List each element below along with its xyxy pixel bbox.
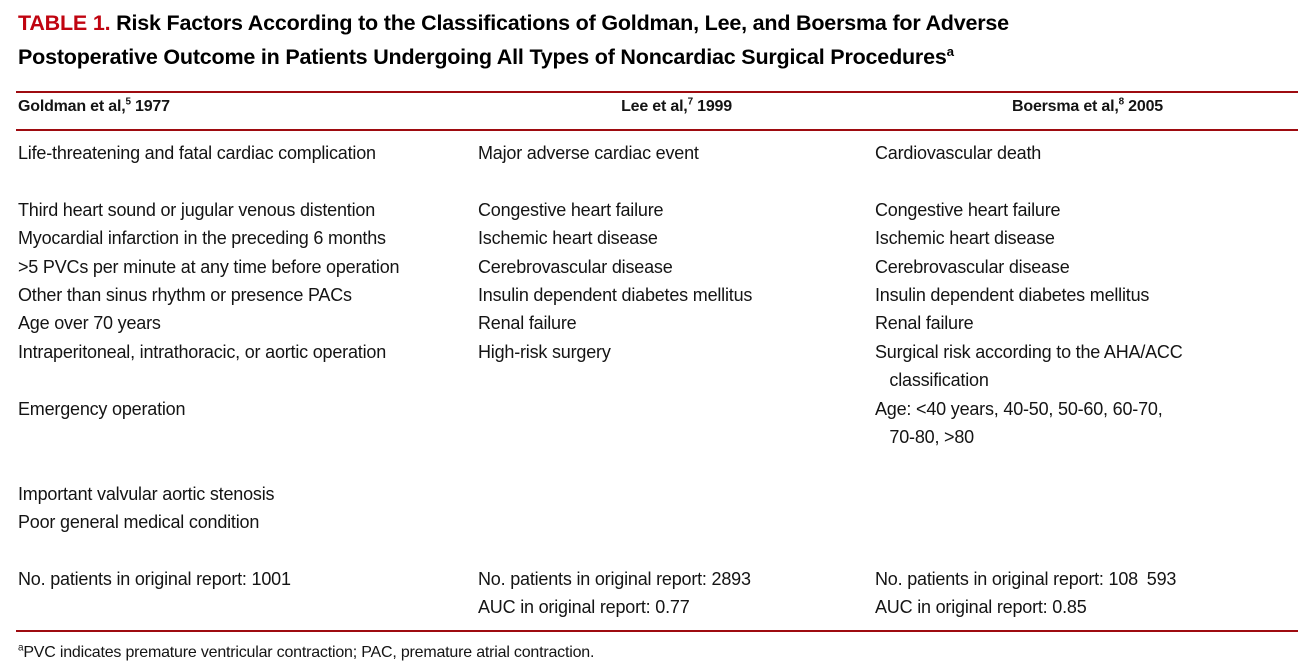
table-cell: Renal failure [478, 313, 577, 334]
table-cell: AUC in original report: 0.77 [478, 597, 690, 618]
table-cell: Cardiovascular death [875, 143, 1042, 163]
header-goldman-year: 1977 [130, 98, 170, 115]
table-cell: Age: <40 years, 40-50, 50-60, 60-70, [875, 398, 1163, 419]
header-goldman-name: Goldman et al, [18, 98, 126, 115]
footnote-text: PVC indicates premature ventricular cont… [23, 644, 595, 661]
header-rule [16, 129, 1298, 131]
table-title: TABLE 1. Risk Factors According to the C… [18, 6, 1009, 74]
table-cell: High-risk surgery [478, 341, 611, 362]
table-cell [18, 536, 478, 564]
table-cell: Intraperitoneal, intrathoracic, or aorti… [18, 341, 387, 362]
table-footnote: aPVC indicates premature ventricular con… [18, 642, 594, 664]
table-cell: Surgical risk according to the AHA/ACC [875, 341, 1183, 362]
table-cell: Major adverse cardiac event [478, 143, 699, 163]
table-cell: Emergency operation [18, 398, 186, 419]
table-cell: Cerebrovascular disease [875, 256, 1070, 277]
table-cell [478, 423, 875, 451]
title-line2: Postoperative Outcome in Patients Underg… [18, 45, 947, 69]
footnote-rule [16, 630, 1298, 632]
table-cell [18, 423, 478, 451]
header-lee-name: Lee et al, [621, 98, 688, 115]
table-cell: Ischemic heart disease [875, 228, 1055, 249]
table-cell [478, 536, 875, 564]
header-goldman-ref: 5 [125, 96, 131, 108]
footnote-superscript: a [18, 642, 24, 654]
table-cell: No. patients in original report: 108 593 [875, 568, 1177, 589]
table-cell [478, 508, 875, 536]
table-cell [478, 451, 875, 479]
header-boersma-year: 2005 [1123, 98, 1163, 115]
table-cell [478, 167, 875, 195]
table-cell [18, 366, 478, 394]
column-header-lee: Lee et al,7 1999 [478, 97, 875, 117]
table-cell: AUC in original report: 0.85 [875, 597, 1087, 618]
table-cell [875, 167, 1300, 195]
title-superscript: a [946, 43, 954, 59]
table-cell [875, 480, 1300, 508]
table-body: Life-threatening and fatal cardiac compl… [18, 139, 1300, 622]
table-cell: No. patients in original report: 2893 [478, 568, 751, 589]
table-cell [478, 480, 875, 508]
table-cell [478, 366, 875, 394]
table-cell: Insulin dependent diabetes mellitus [478, 284, 753, 305]
table-cell: Ischemic heart disease [478, 228, 658, 249]
table-cell: Congestive heart failure [478, 199, 664, 220]
table-cell: Life-threatening and fatal cardiac compl… [18, 143, 376, 163]
header-boersma-name: Boersma et al, [1012, 98, 1119, 115]
table-cell: Myocardial infarction in the preceding 6… [18, 228, 386, 249]
title-line1: Risk Factors According to the Classifica… [110, 11, 1009, 35]
table-cell [875, 536, 1300, 564]
table-cell: Other than sinus rhythm or presence PACs [18, 284, 352, 305]
column-headers: Goldman et al,5 1977 Lee et al,7 1999 Bo… [18, 97, 1300, 117]
header-lee-ref: 7 [687, 96, 694, 108]
table-cell: No. patients in original report: 1001 [18, 568, 291, 589]
column-header-boersma: Boersma et al,8 2005 [875, 97, 1300, 117]
table-cell: 70-80, >80 [875, 426, 974, 447]
top-rule [16, 91, 1298, 93]
table-cell: Third heart sound or jugular venous dist… [18, 199, 376, 220]
table-cell: Poor general medical condition [18, 512, 260, 533]
table-cell: Important valvular aortic stenosis [18, 483, 275, 504]
table-cell [875, 451, 1300, 479]
table-cell [18, 451, 478, 479]
table-cell: Age over 70 years [18, 313, 161, 334]
table-cell: Congestive heart failure [875, 199, 1061, 220]
header-boersma-ref: 8 [1118, 96, 1125, 108]
table-cell [18, 593, 478, 621]
header-lee-year: 1999 [692, 98, 732, 115]
table-cell [875, 508, 1300, 536]
table-cell: Insulin dependent diabetes mellitus [875, 284, 1150, 305]
table-cell: classification [875, 370, 989, 391]
table-number-label: TABLE 1. [18, 11, 111, 35]
table-cell [478, 395, 875, 423]
table-cell: >5 PVCs per minute at any time before op… [18, 256, 400, 277]
table-cell: Cerebrovascular disease [478, 256, 673, 277]
table-cell: Renal failure [875, 313, 974, 334]
column-header-goldman: Goldman et al,5 1977 [18, 97, 478, 117]
table-cell [18, 167, 478, 195]
